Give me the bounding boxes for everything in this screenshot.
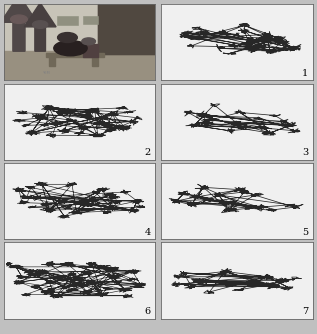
Bar xyxy=(83,16,98,24)
Bar xyxy=(57,16,78,25)
Circle shape xyxy=(33,21,48,28)
Bar xyxy=(83,44,98,57)
Bar xyxy=(4,4,155,51)
Circle shape xyxy=(58,32,77,42)
Text: 2: 2 xyxy=(145,148,151,157)
Bar xyxy=(4,51,155,80)
Text: 3: 3 xyxy=(302,148,308,157)
Circle shape xyxy=(82,38,95,45)
Bar xyxy=(46,53,104,57)
Text: ЧЕМ: ЧЕМ xyxy=(42,71,50,75)
Text: 7: 7 xyxy=(302,307,308,316)
Circle shape xyxy=(11,15,27,23)
Text: 5: 5 xyxy=(302,228,308,237)
Text: 4: 4 xyxy=(145,228,151,237)
Text: 1: 1 xyxy=(302,69,308,78)
Bar xyxy=(49,57,55,66)
Text: 6: 6 xyxy=(145,307,151,316)
Bar xyxy=(98,4,155,53)
Bar xyxy=(92,57,98,66)
FancyArrow shape xyxy=(24,3,56,51)
FancyArrow shape xyxy=(1,0,37,51)
Bar xyxy=(98,4,155,53)
Ellipse shape xyxy=(54,40,87,56)
